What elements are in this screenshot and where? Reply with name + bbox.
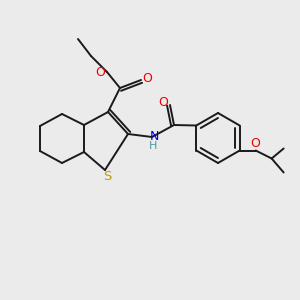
Text: O: O (251, 137, 261, 150)
Text: H: H (149, 141, 157, 151)
Text: O: O (142, 73, 152, 85)
Text: N: N (149, 130, 159, 143)
Text: O: O (158, 95, 168, 109)
Text: S: S (103, 170, 111, 184)
Text: O: O (95, 65, 105, 79)
